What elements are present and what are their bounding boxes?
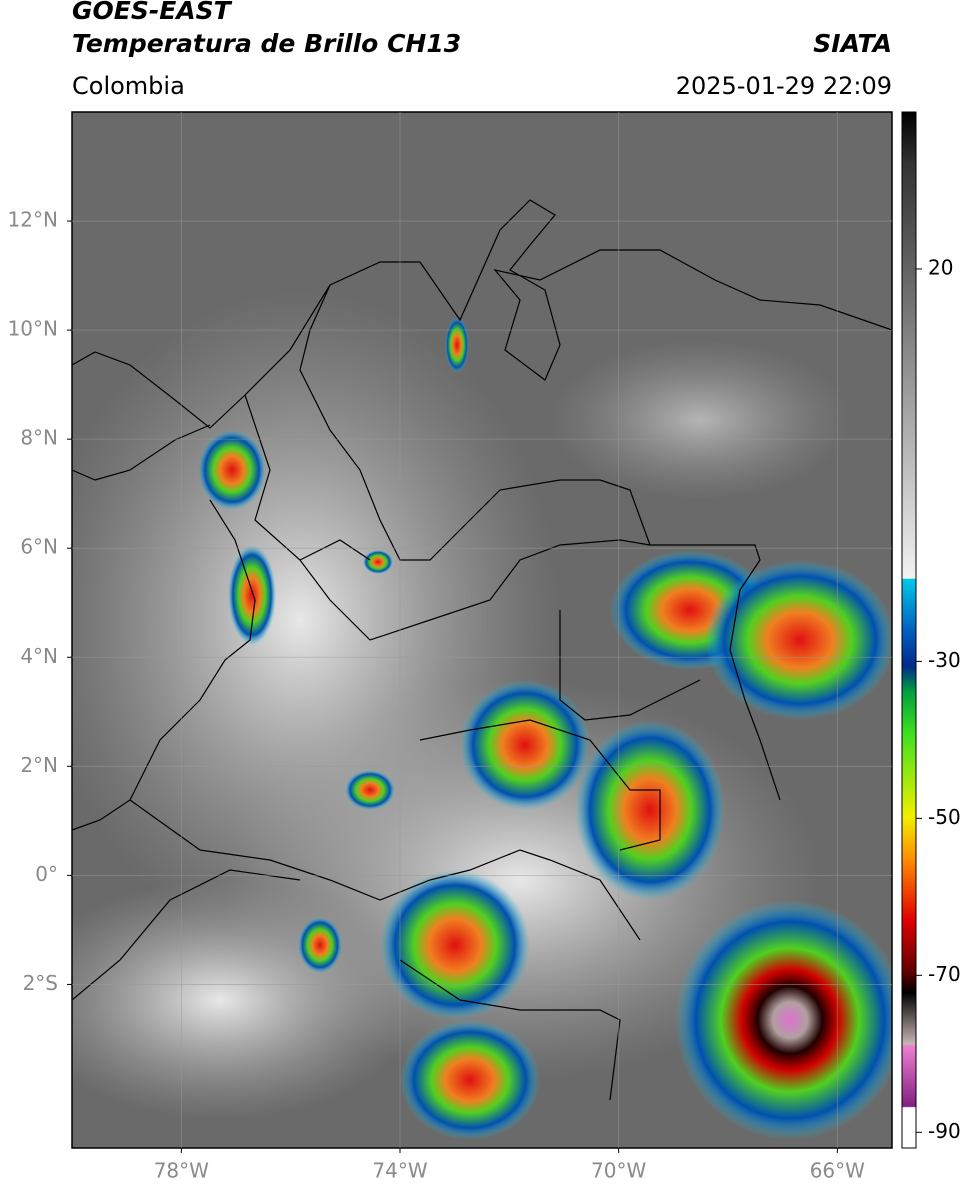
y-tick-label: 0° <box>35 862 58 886</box>
colorbar-label: -30 <box>928 648 961 672</box>
x-tick-label: 78°W <box>154 1159 209 1183</box>
y-tick-label: 4°N <box>20 644 58 668</box>
x-tick-label: 74°W <box>372 1159 427 1183</box>
source: SIATA <box>813 29 892 58</box>
satellite-image <box>72 112 892 1148</box>
datetime: 2025-01-29 22:09 <box>676 72 892 100</box>
colorbar-label: 20 <box>928 255 953 279</box>
map-frame <box>71 111 893 1149</box>
colorbar <box>901 111 917 1149</box>
y-tick-label: 2°N <box>20 753 58 777</box>
y-tick-label: 8°N <box>20 426 58 450</box>
colorbar-label: -90 <box>928 1119 961 1143</box>
x-tick-label: 66°W <box>810 1159 865 1183</box>
title: Temperatura de Brillo CH13 <box>72 29 461 58</box>
colorbar-label: -50 <box>928 805 961 829</box>
y-tick-label: 2°S <box>23 971 58 995</box>
colorbar-label: -70 <box>928 962 961 986</box>
y-tick-label: 12°N <box>8 208 58 232</box>
y-tick-label: 10°N <box>8 317 58 341</box>
region: Colombia <box>72 72 185 100</box>
title: GOES-EAST <box>72 0 233 25</box>
x-tick-label: 70°W <box>591 1159 646 1183</box>
y-tick-label: 6°N <box>20 535 58 559</box>
